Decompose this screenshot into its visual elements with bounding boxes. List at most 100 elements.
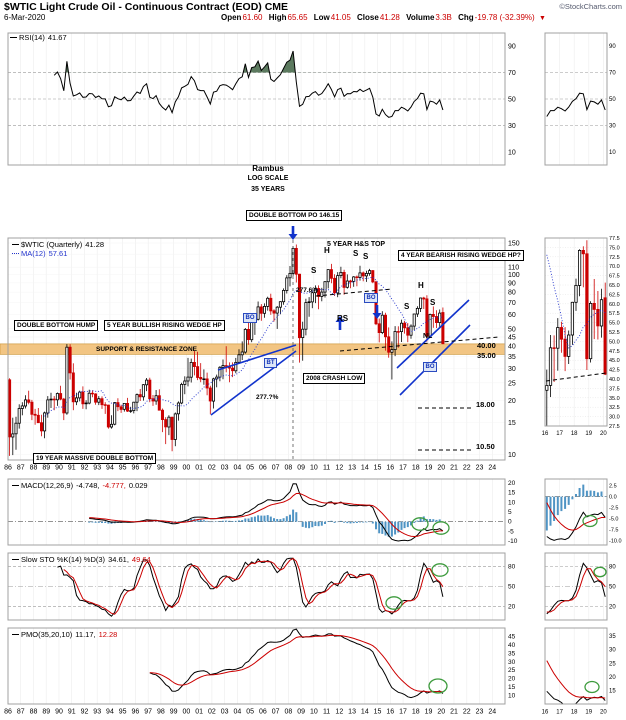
highlight-circle [428, 678, 448, 694]
tick-label: 20 [437, 709, 445, 716]
close-value: 41.28 [379, 13, 400, 22]
pmo-value-2: 12.28 [98, 630, 118, 639]
tick-label: 18 [571, 710, 578, 716]
svg-rect [406, 521, 409, 528]
svg-rect [282, 518, 285, 522]
tick-label: 30 [609, 648, 616, 654]
rambus-signature: Rambus [252, 164, 284, 173]
tick-label: 30 [508, 659, 516, 666]
svg-rect [14, 422, 18, 435]
tick-label: 16 [386, 709, 394, 716]
bullish-wedge-box: 5 YEAR BULLISH RISING WEDGE HP [104, 320, 225, 332]
panel-border [7, 237, 506, 461]
tick-label: 87 [17, 709, 25, 716]
tick-label: 27.5 [609, 424, 620, 430]
svg-rect [244, 518, 247, 522]
svg-rect [196, 366, 200, 378]
svg-rect [289, 514, 291, 522]
svg-rect [560, 496, 563, 512]
svg-rect [317, 521, 320, 527]
svg-rect [20, 405, 24, 409]
svg-rect [441, 312, 445, 345]
svg-rect [183, 380, 187, 385]
svg-rect [46, 399, 50, 414]
price-mark-1050: 10.50 [476, 442, 495, 451]
svg-rect [375, 521, 377, 530]
svg-rect [52, 398, 56, 401]
svg-rect [260, 515, 263, 522]
svg-rect [164, 419, 168, 428]
mini-pmo-line [546, 690, 606, 704]
svg-rect [75, 397, 79, 403]
svg-rect [307, 301, 311, 303]
svg-rect [361, 272, 365, 277]
tick-label: 15 [609, 688, 616, 694]
svg-rect [269, 297, 273, 312]
chart-title: $WTIC Light Crude Oil - Continuous Contr… [4, 1, 289, 13]
tick-label: 17 [556, 431, 563, 437]
svg-rect [190, 518, 193, 522]
tick-label: 70 [508, 300, 516, 307]
svg-rect [352, 276, 356, 282]
svg-rect [218, 366, 222, 378]
macd-value-1: -4.748, [76, 481, 100, 490]
head-label: H [324, 246, 330, 255]
panel-border [544, 627, 608, 705]
breakout-label-2: BO [364, 293, 378, 303]
tick-label: 19 [425, 465, 433, 472]
tick-label: 37.5 [609, 386, 620, 392]
tick-label: 88 [30, 709, 38, 716]
svg-rect [599, 299, 604, 327]
bearish-wedge-box: 4 YEAR BEARISH RISING WEDGE HP? [398, 250, 524, 262]
svg-rect [563, 338, 567, 357]
tick-label: 150 [508, 241, 520, 248]
tick-label: 47.5 [609, 349, 620, 355]
tick-label: 98 [157, 465, 165, 472]
svg-rect [365, 521, 368, 523]
svg-rect [238, 520, 240, 522]
svg-rect [97, 521, 100, 523]
svg-rect [413, 521, 416, 523]
svg-rect [81, 391, 85, 405]
highlight-circle [385, 596, 403, 610]
tick-label: 88 [30, 465, 38, 472]
tick-label: 25 [508, 380, 516, 387]
small-right-shoulder-label: S [430, 298, 436, 307]
svg-rect [266, 515, 269, 522]
svg-rect [294, 247, 298, 275]
panel-border [7, 552, 506, 621]
tick-label: 70 [508, 70, 516, 77]
svg-rect [378, 521, 381, 534]
svg-rect [129, 410, 133, 412]
sto-value-2: 49.64 [131, 555, 151, 564]
svg-rect [410, 521, 412, 526]
tick-label: 87 [17, 465, 25, 472]
svg-rect [135, 394, 139, 403]
change-down-arrow-icon: ▼ [538, 15, 546, 22]
svg-rect [327, 521, 330, 522]
tick-label: 62.5 [609, 292, 620, 298]
tick-label: 07 [272, 709, 280, 716]
low-value: 41.05 [330, 13, 351, 22]
svg-rect [592, 302, 596, 310]
svg-rect [222, 520, 224, 522]
svg-rect [352, 521, 355, 524]
svg-rect [276, 519, 279, 522]
svg-rect [377, 323, 381, 333]
svg-rect [368, 270, 372, 274]
svg-rect [438, 519, 441, 522]
tick-label: 20 [600, 710, 607, 716]
svg-rect [206, 520, 209, 522]
svg-rect [167, 521, 170, 523]
tick-label: 80 [508, 563, 516, 570]
svg-rect [419, 517, 422, 522]
volume-label: Volume [406, 13, 435, 22]
svg-rect [208, 387, 212, 402]
svg-rect [383, 314, 387, 338]
trendline [396, 299, 470, 369]
tick-label: 15 [508, 490, 516, 497]
breakout-label-1: BO [243, 313, 257, 323]
svg-rect [110, 521, 113, 524]
svg-rect [202, 520, 205, 522]
svg-rect [263, 515, 266, 522]
